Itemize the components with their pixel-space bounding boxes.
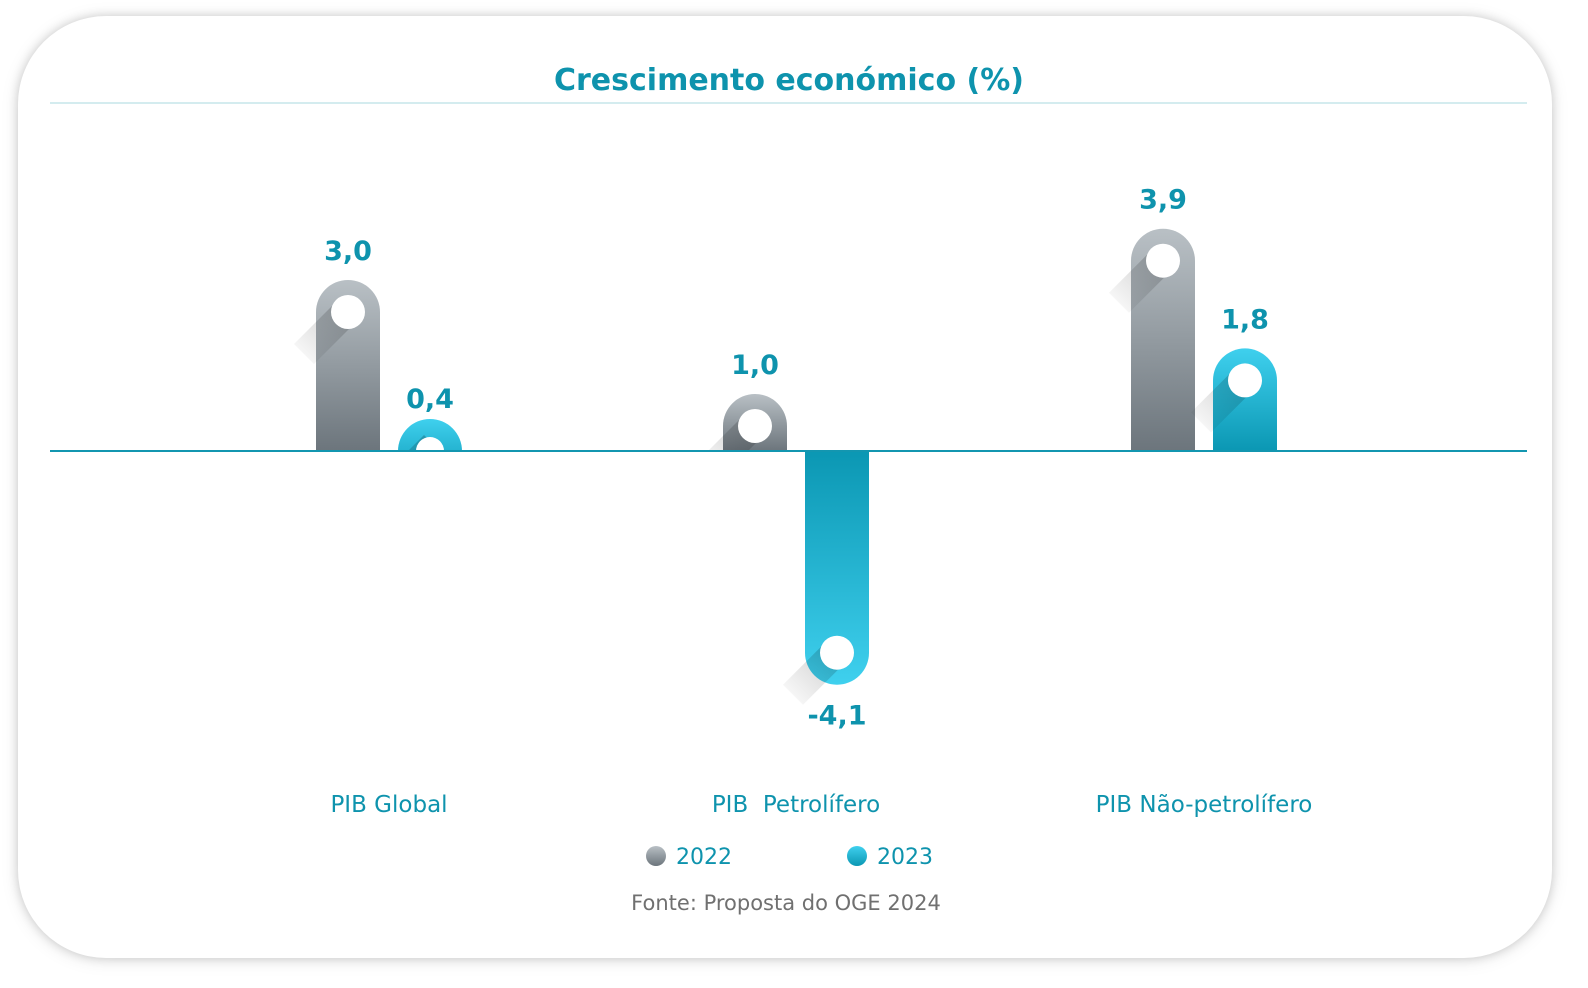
- bar-2023-1: [805, 451, 869, 685]
- legend-marker-2022: [646, 846, 666, 866]
- value-label-2023-2: 1,8: [1221, 304, 1269, 335]
- value-label-2022-0: 3,0: [324, 236, 372, 267]
- bar-dot-2023-1: [820, 635, 854, 670]
- category-label-1: PIB Petrolífero: [712, 792, 880, 818]
- bar-2023-2: [1213, 348, 1277, 451]
- value-label-2023-0: 0,4: [406, 384, 454, 415]
- chart-title: Crescimento económico (%): [554, 63, 1024, 98]
- value-label-2022-2: 3,9: [1139, 185, 1187, 216]
- bars-layer: [294, 228, 1277, 705]
- bar-dot-2022-2: [1146, 243, 1180, 278]
- legend-label-2022: 2022: [676, 845, 732, 870]
- chart-card: [18, 16, 1552, 958]
- source-note: Fonte: Proposta do OGE 2024: [631, 891, 941, 915]
- bar-dot-2023-0: [416, 437, 444, 451]
- labels-layer: 3,0 1,0 3,9 0,4 -4,1 1,8 PIB Global PIB Petrolí…: [324, 185, 1312, 818]
- legend-marker-2023: [847, 846, 867, 866]
- bar-2023-0: [398, 419, 462, 451]
- bar-dot-2022-0: [331, 295, 365, 329]
- legend: 2022 2023: [646, 845, 933, 870]
- bar-dot-2023-2: [1228, 363, 1262, 398]
- value-label-2023-1: -4,1: [807, 701, 866, 732]
- category-label-2: PIB Não-petrolífero: [1096, 792, 1313, 818]
- value-label-2022-1: 1,0: [731, 350, 779, 381]
- category-label-0: PIB Global: [330, 792, 447, 818]
- legend-label-2023: 2023: [877, 845, 933, 870]
- bar-dot-2022-1: [738, 409, 772, 443]
